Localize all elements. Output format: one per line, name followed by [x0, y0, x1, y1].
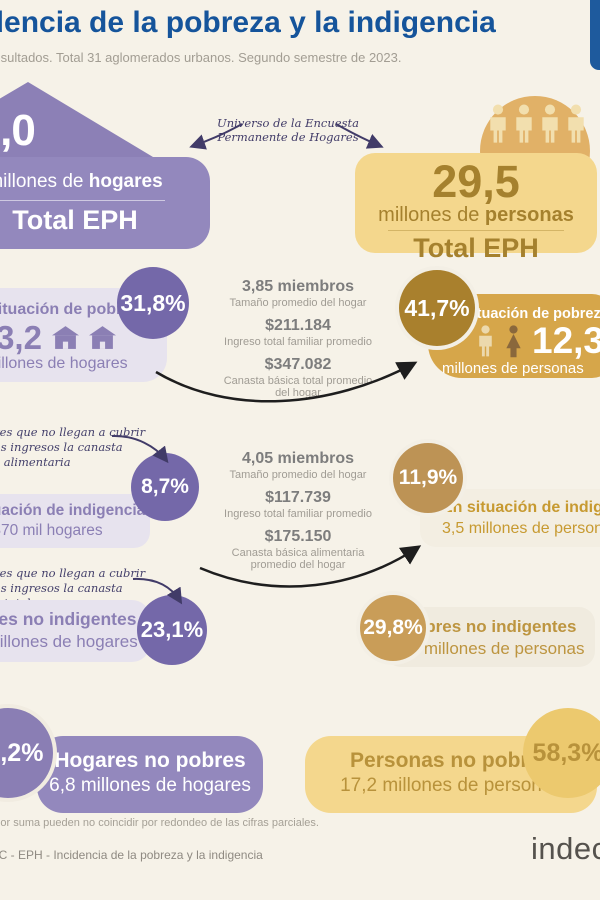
person-icon: [479, 325, 492, 357]
not-poor-households-box: Hogares no pobres 6,8 millones de hogare…: [37, 736, 263, 813]
persons-total-value: 29,5: [432, 156, 520, 207]
poverty-households-pct-circle: 31,8%: [117, 267, 189, 339]
divider: [388, 230, 564, 231]
not-poor-persons-label: Personas no pobres: [350, 749, 552, 772]
poverty-households-value: 3,2: [0, 319, 42, 356]
indigence-stats: 4,05 miembros Tamaño promedio del hogar …: [224, 450, 372, 571]
not-poor-households-label: Hogares no pobres: [54, 749, 246, 772]
indigence-persons-label: En situación de indigencia: [442, 499, 600, 516]
not-poor-persons-value: 17,2 millones de personas: [340, 775, 562, 796]
indigence-households-box: En situación de indigencia 870 mil hogar…: [0, 494, 150, 548]
indigence-households-pct-circle: 8,7%: [131, 453, 199, 521]
indigence-households-value: 870 mil hogares: [0, 522, 103, 539]
person-icon: [542, 104, 558, 143]
indigence-note: Hogares que no llegan a cubrir con sus i…: [0, 425, 146, 469]
persons-total-box: 29,5 millones de personas Total EPH: [355, 153, 597, 263]
poor-not-indigent-households-box: Pobres no indigentes 2,3 millones de hog…: [0, 600, 150, 662]
poverty-persons-pct-circle: 41,7%: [399, 270, 475, 346]
poor-not-indigent-persons-label: Pobres no indigentes: [403, 617, 577, 636]
poverty-households-unit: millones de hogares: [0, 355, 128, 372]
corner-brand-shape: [590, 0, 600, 70]
poverty-households-label: En situación de pobreza: [0, 301, 148, 318]
persons-total-eph-label: Total EPH: [413, 233, 539, 263]
indigence-persons-value: 3,5 millones de personas: [442, 520, 600, 537]
people-group-icon: [487, 104, 587, 146]
person-icon: [516, 104, 532, 143]
page-title: Incidencia de la pobreza y la indigencia: [0, 6, 496, 39]
not-poor-households-value: 6,8 millones de hogares: [49, 775, 251, 796]
house-icon: [51, 326, 79, 349]
person-icon: [490, 104, 506, 143]
indec-logo: indec: [531, 831, 600, 866]
households-total-unit: millones de hogares: [0, 171, 163, 192]
households-total-value: 10,0: [0, 106, 36, 155]
poverty-persons-value-row: 12,3: [476, 322, 600, 359]
households-total-eph-label: Total EPH: [12, 205, 138, 235]
poor-not-indigent-households-value: 2,3 millones de hogares: [0, 632, 138, 651]
poverty-persons-value: 12,3: [532, 320, 600, 361]
person-dress-icon: [506, 325, 521, 358]
person-icon: [568, 104, 584, 143]
indigence-persons-pct-circle: 11,9%: [393, 443, 463, 513]
poor-not-indigent-persons-value: 8,8 millones de personas: [395, 639, 585, 658]
page-subtitle: Resultados. Total 31 aglomerados urbanos…: [0, 50, 402, 65]
not-poor-persons-pct-circle: 58,3%: [523, 708, 600, 798]
footer-rounding-note: Los totales por suma pueden no coincidir…: [0, 817, 319, 829]
poverty-persons-label: En situación de pobreza: [442, 306, 600, 322]
poor-not-indigent-households-label: Pobres no indigentes: [0, 609, 137, 629]
footer-source: INDEC - EPH - Incidencia de la pobreza y…: [0, 848, 263, 862]
divider: [0, 200, 165, 201]
indigence-households-label: En situación de indigencia: [0, 502, 146, 519]
house-icon: [88, 326, 116, 349]
poverty-persons-unit: millones de personas: [442, 360, 584, 377]
persons-total-unit: millones de personas: [378, 204, 574, 226]
poverty-stats: 3,85 miembros Tamaño promedio del hogar …: [223, 278, 373, 399]
poor-not-indigent-households-pct-circle: 23,1%: [137, 595, 207, 665]
poverty-households-value-row: 3,2: [0, 321, 167, 354]
households-total-box: millones de hogares Total EPH: [0, 157, 210, 249]
universe-label: Universo de la Encuesta Permanente de Ho…: [217, 116, 359, 144]
poor-not-indigent-persons-pct-circle: 29,8%: [360, 595, 426, 661]
